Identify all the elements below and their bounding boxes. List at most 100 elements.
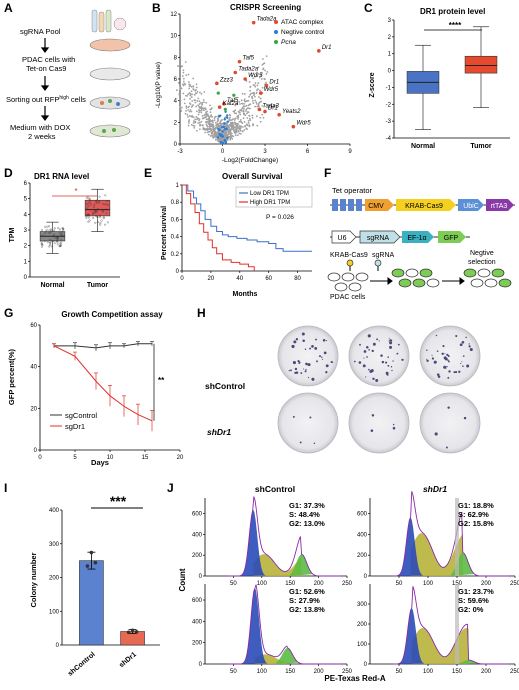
volcano-point [212, 128, 215, 131]
volcano-point [190, 96, 193, 98]
sgrna-label: sgRNA [367, 235, 390, 242]
j-s-phase-area [411, 628, 469, 664]
volcano-neg-point [226, 136, 229, 140]
gene-label: Taf5 [243, 56, 255, 62]
colony-dot [461, 340, 465, 344]
colony-dot [366, 356, 368, 358]
chart-d-point [53, 229, 56, 232]
volcano-point [237, 129, 240, 132]
chart-b-x-tick-label: 9 [348, 149, 352, 155]
chart-c-y-tick-label: -1 [386, 85, 392, 91]
volcano-point [211, 115, 214, 118]
volcano-point [239, 103, 241, 105]
volcano-point [187, 121, 190, 124]
colony-dot [353, 360, 356, 363]
chart-d-point [106, 200, 109, 203]
panel-a-label: A [4, 1, 13, 15]
volcano-point [239, 109, 241, 112]
colony-dot [453, 371, 456, 374]
volcano-point [224, 130, 227, 133]
volcano-point [228, 130, 231, 133]
volcano-point [257, 103, 260, 106]
colony-dot [309, 347, 312, 350]
volcano-atac-point [217, 105, 222, 109]
volcano-point [182, 80, 185, 83]
j-plot-x-tick-label: 100 [423, 581, 434, 587]
volcano-point [259, 116, 262, 119]
chart-d-point [49, 231, 52, 234]
j-plot-x-tick-label: 200 [481, 669, 492, 675]
volcano-point [231, 138, 234, 140]
volcano-neg-point [222, 125, 226, 128]
volcano-point [229, 138, 232, 141]
volcano-point [185, 105, 188, 108]
colony-dot [445, 446, 448, 449]
j-stat-text: G2: 15.8% [458, 519, 494, 528]
colony-dot [305, 369, 307, 371]
colony-dot [368, 348, 370, 351]
volcano-point [209, 104, 211, 107]
volcano-point [182, 77, 185, 80]
volcano-point [263, 62, 266, 65]
colony-dot [434, 432, 438, 436]
volcano-point [189, 108, 192, 111]
chart-d-point [56, 241, 59, 243]
volcano-point [180, 87, 183, 90]
volcano-point [202, 107, 205, 110]
colony-dot [305, 362, 308, 366]
volcano-point [210, 123, 213, 125]
chart-e-y-tick-label: 0.6 [171, 217, 180, 223]
chart-c-y-tick-label: 3 [388, 18, 392, 24]
colony-dot [381, 360, 385, 364]
volcano-point [182, 69, 185, 72]
volcano-point [261, 104, 264, 107]
colony-dot [433, 360, 437, 364]
volcano-neg-point [223, 122, 226, 125]
volcano-point [245, 110, 247, 112]
j-plot-x-tick-label: 250 [342, 669, 353, 675]
volcano-point [229, 129, 232, 132]
colony-dot [389, 345, 393, 349]
gene-label: Zzz3 [219, 77, 234, 83]
chart-d-point [104, 203, 107, 206]
colony-dot [392, 423, 395, 426]
chart-d-point [99, 223, 102, 226]
volcano-point [205, 118, 208, 121]
chart-d-point [53, 242, 56, 245]
chart-d-point [53, 227, 56, 230]
chart-d-point [48, 245, 51, 248]
volcano-point [239, 128, 241, 131]
colony-dot [371, 349, 374, 353]
volcano-point [228, 118, 231, 121]
volcano-point [184, 83, 187, 86]
chart-c-box [464, 55, 498, 74]
volcano-point [217, 130, 220, 133]
chart-d-point [95, 201, 98, 204]
chart-d-point [47, 232, 50, 235]
flow-pdac-label: PDAC cells [330, 294, 366, 301]
colony-dot [372, 377, 375, 381]
volcano-point [217, 119, 220, 122]
chart-g-x-tick-label: 15 [142, 455, 149, 461]
colony-dot [292, 415, 295, 418]
panel-i-barchart: I Colony number 0 100 200 300 400 shControl sh… [4, 481, 160, 678]
chart-d-y-tick-label: 0 [24, 275, 28, 281]
volcano-point [261, 72, 263, 75]
volcano-point [243, 107, 245, 110]
volcano-point [252, 102, 255, 104]
chart-e-x-tick-label: 20 [208, 276, 215, 282]
volcano-point [239, 119, 242, 121]
volcano-point [249, 93, 252, 96]
growth-line [53, 345, 153, 422]
gfp-label: GFP [444, 235, 459, 242]
chart-d-point [48, 225, 50, 228]
volcano-point [187, 109, 190, 111]
chart-d-point [102, 203, 105, 205]
volcano-point [243, 98, 246, 101]
colony-dot [458, 370, 461, 373]
volcano-point [254, 82, 257, 84]
volcano-point [253, 95, 256, 98]
volcano-point [198, 100, 201, 103]
chart-d-point [53, 233, 56, 236]
volcano-neg-point [217, 127, 220, 131]
